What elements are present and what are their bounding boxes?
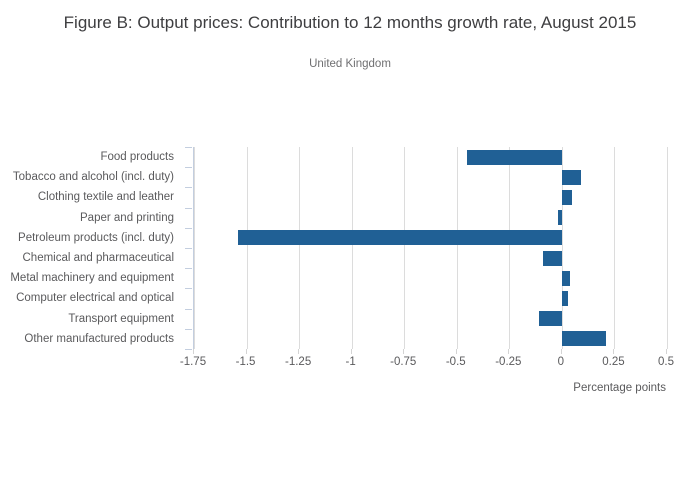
x-axis-tick [350, 349, 352, 354]
bar-clothing-textile-and-leather [561, 190, 573, 205]
gridline-x--0.25 [509, 147, 511, 349]
chart-title: Figure B: Output prices: Contribution to… [63, 13, 637, 32]
bar-transport-equipment [538, 311, 562, 327]
gridline-x--1.25 [299, 147, 301, 349]
category-label-5: Petroleum products (incl. duty) [18, 231, 174, 244]
category-label-2: Tobacco and alcohol (incl. duty) [12, 171, 174, 184]
y-axis-tick [185, 207, 192, 209]
y-axis-labels: Food products Tobacco and alcohol (incl. … [0, 147, 184, 349]
bar-paper-and-printing [557, 210, 562, 226]
x-axis-tick [613, 349, 615, 354]
category-label-8: Computer electrical and optical [16, 292, 174, 305]
y-axis-tick [185, 227, 192, 229]
bar-tobacco-and-alcohol-incl-duty [561, 169, 581, 185]
bar-other-manufactured-products [561, 331, 607, 347]
plot-area [193, 147, 668, 349]
gridline-x--1.5 [246, 147, 248, 349]
category-label-9: Transport equipment [68, 312, 174, 325]
gridline-x--1 [351, 147, 353, 349]
x-tick-label--1.75: -1.75 [179, 356, 207, 368]
category-label-7: Metal machinery and equipment [10, 272, 174, 285]
y-axis-tick [185, 268, 192, 270]
gridline-x-0.25 [614, 147, 616, 349]
y-axis-tick [185, 187, 192, 189]
x-tick-label--1.5: -1.5 [235, 356, 256, 368]
category-label-3: Clothing textile and leather [37, 191, 174, 204]
y-axis-tick [185, 147, 192, 148]
category-label-6: Chemical and pharmaceutical [22, 252, 175, 264]
y-axis-tick [185, 248, 192, 249]
x-tick-label-0.25: 0.25 [602, 356, 625, 368]
bar-computer-electrical-and-optical [561, 291, 569, 306]
x-tick-label--1: -1 [345, 356, 356, 368]
x-axis-tick [666, 349, 667, 354]
y-axis-tick [185, 349, 192, 350]
x-axis-tick [403, 349, 405, 354]
x-tick-label--1.25: -1.25 [285, 356, 312, 368]
x-axis-tick [245, 349, 247, 354]
x-tick-label--0.25: -0.25 [495, 356, 522, 368]
bar-food-products [467, 149, 562, 165]
y-axis-tick [185, 308, 192, 310]
gridline-x--1.75 [194, 147, 195, 349]
bar-metal-machinery-and-equipment [561, 270, 571, 286]
x-axis-tick [508, 349, 510, 354]
gridline-x--0.75 [404, 147, 406, 349]
x-axis-title: Percentage points [573, 382, 666, 394]
y-axis-tick [185, 167, 192, 169]
chart-subtitle: United Kingdom [309, 58, 391, 70]
x-axis-tick [560, 349, 562, 354]
bar-chemical-and-pharmaceutical [542, 250, 562, 266]
gridline-x-0 [561, 147, 563, 349]
y-axis-tick [185, 328, 192, 330]
x-axis-tick [455, 349, 457, 354]
x-tick-label--0.5: -0.5 [445, 356, 466, 368]
x-axis-tick [298, 349, 300, 354]
bar-petroleum-products-incl-duty [238, 230, 562, 246]
x-tick-label-0: 0 [557, 356, 565, 368]
x-tick-label--0.75: -0.75 [390, 356, 417, 368]
x-tick-label-0.5: 0.5 [658, 356, 674, 368]
x-axis-tick [193, 349, 194, 354]
category-label-1: Food products [100, 151, 174, 163]
category-label-10: Other manufactured products [24, 332, 174, 345]
gridline-x--0.5 [456, 147, 458, 349]
y-axis-tick [185, 288, 192, 290]
gridline-x-0.5 [667, 147, 668, 349]
category-label-4: Paper and printing [80, 211, 174, 224]
